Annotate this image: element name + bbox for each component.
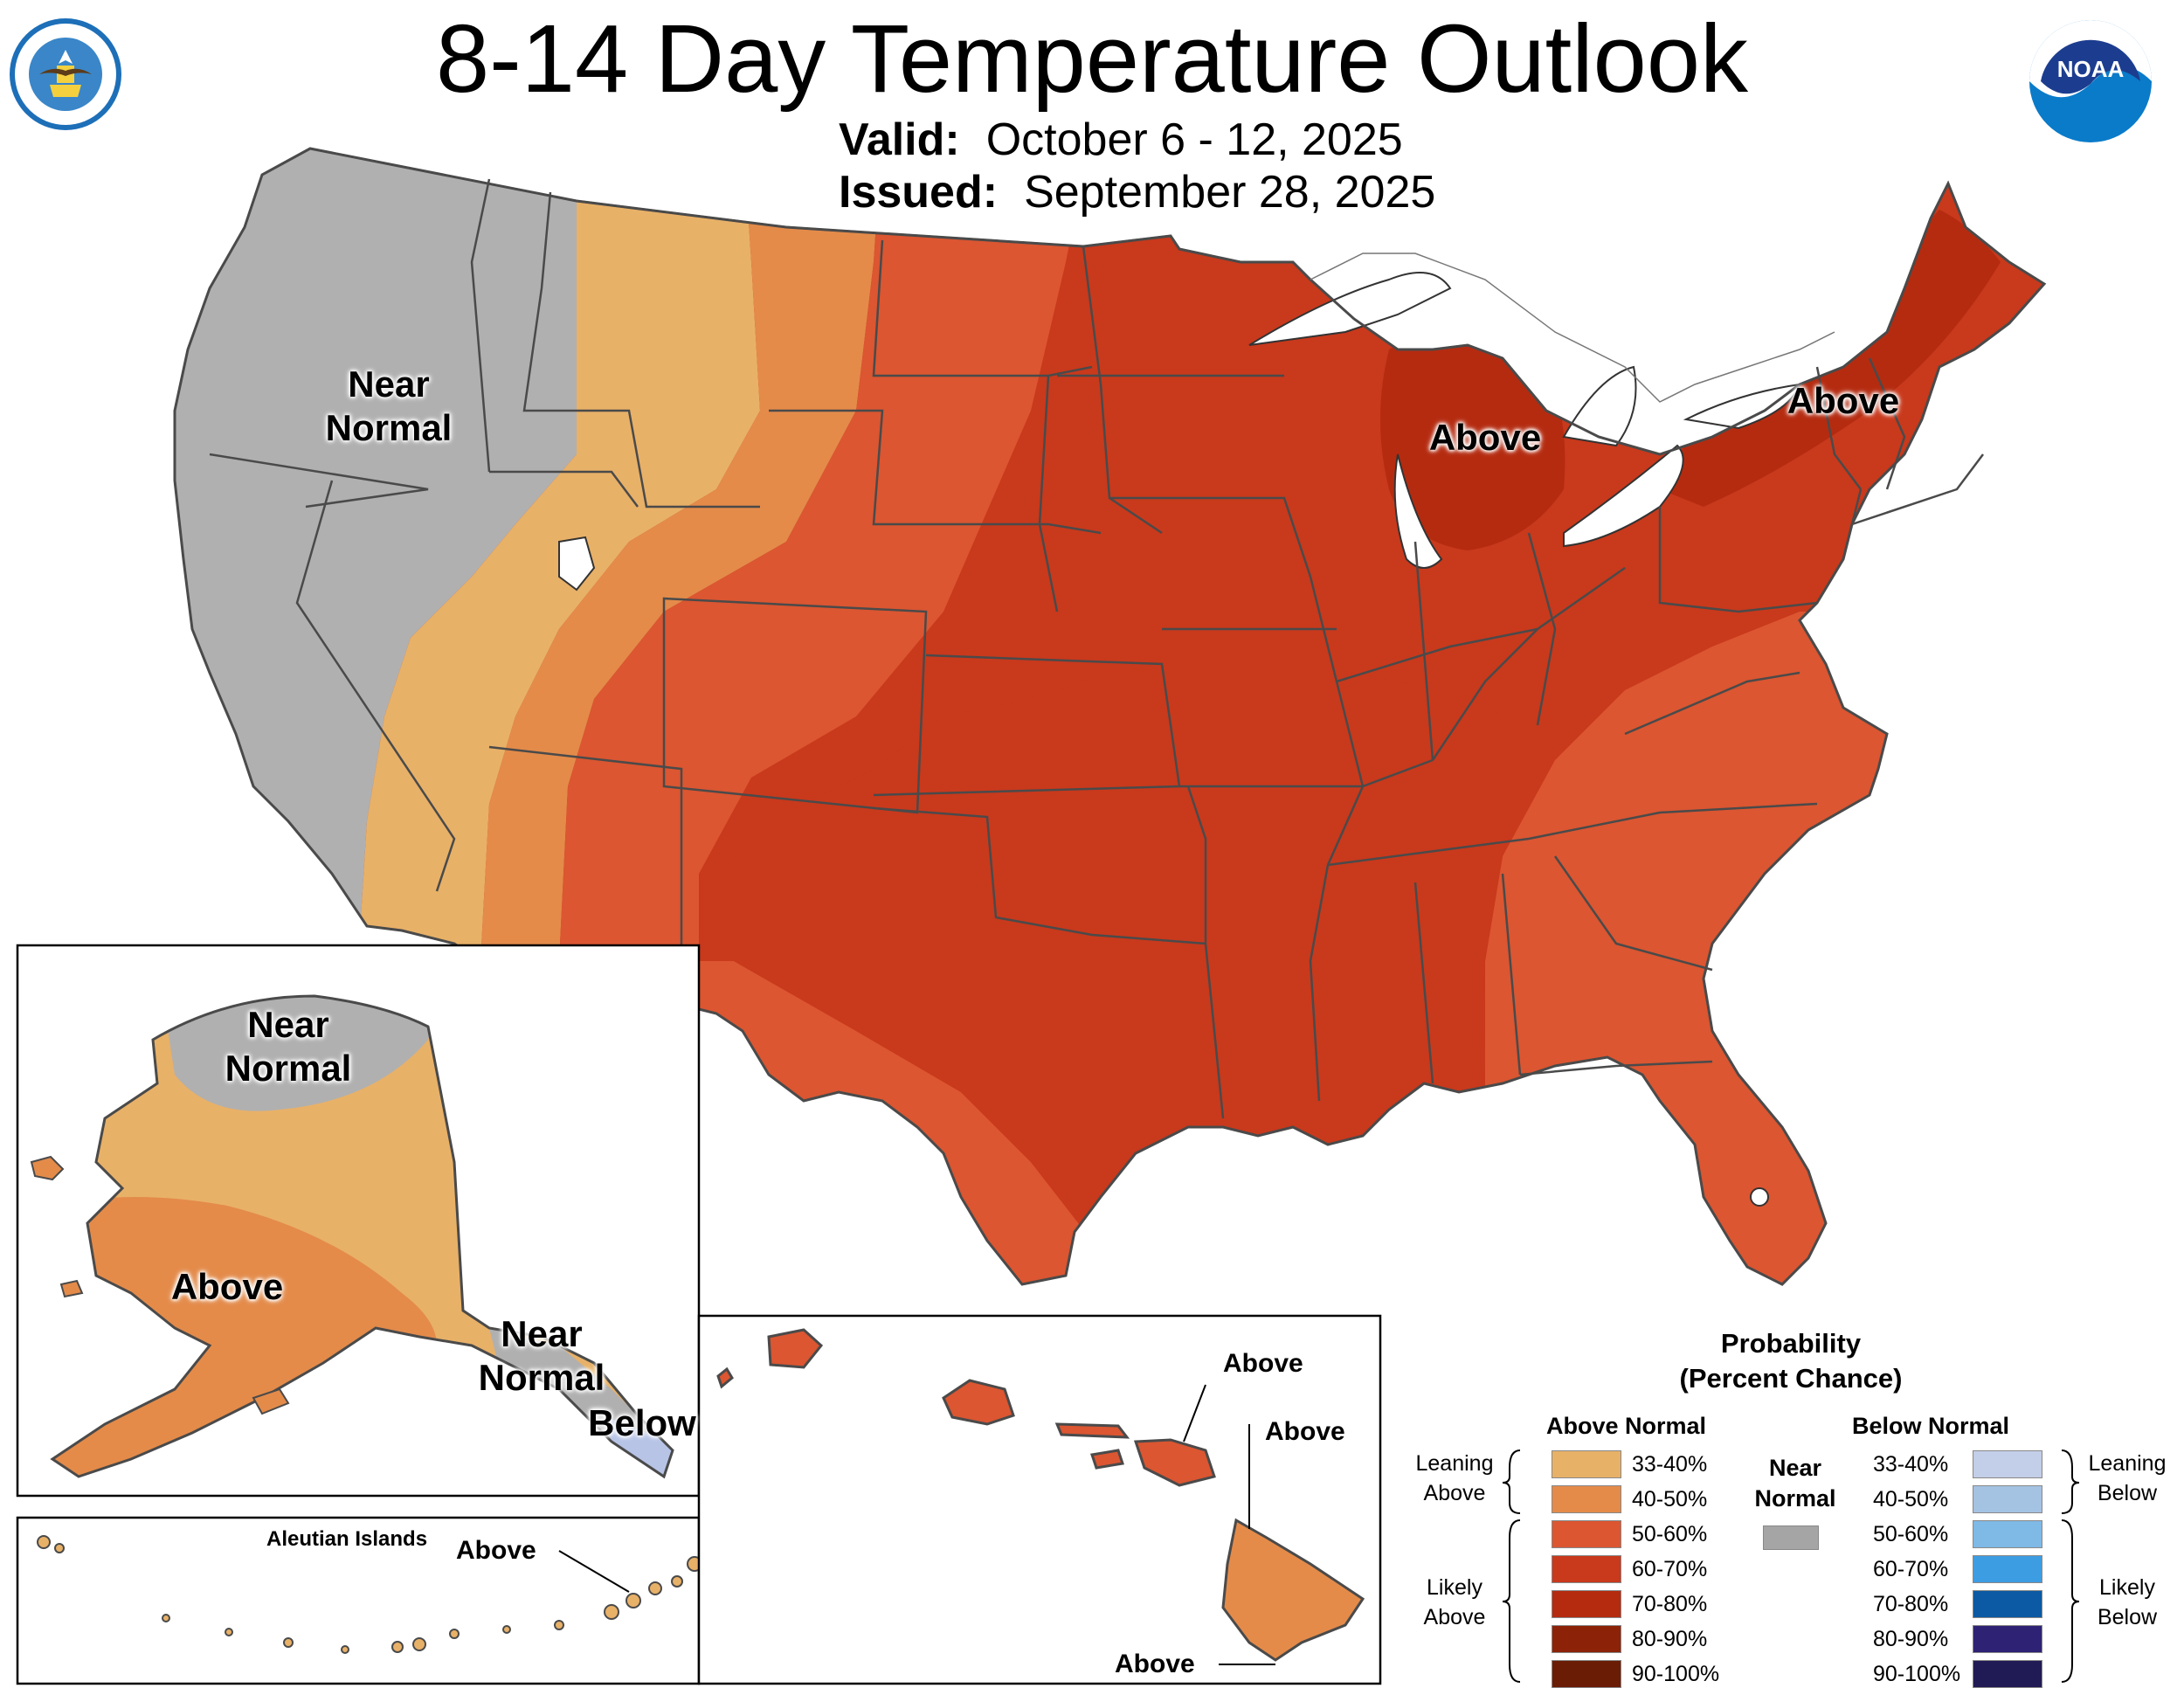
legend-above-range: 80-90% <box>1632 1627 1708 1651</box>
noaa-text: NOAA <box>2057 56 2125 82</box>
legend-above-swatch <box>1552 1555 1621 1583</box>
aleutian-islands-title: Aleutian Islands <box>266 1527 428 1551</box>
legend-below-swatch <box>1973 1590 2042 1618</box>
legend-below-range: 80-90% <box>1873 1627 1949 1651</box>
noaa-logo-icon: NOAA <box>2025 16 2156 151</box>
legend-below-swatch <box>1973 1625 2042 1653</box>
hawaii-maui-label: Above <box>1223 1349 1303 1378</box>
legend-above-range: 90-100% <box>1632 1662 1720 1686</box>
legend-above-swatch <box>1552 1520 1621 1548</box>
valid-label: Valid: <box>839 114 960 165</box>
legend-title-line2: (Percent Chance) <box>1679 1363 1903 1394</box>
alaska-south-label: Above <box>170 1266 284 1307</box>
legend-leaning-below: Leaning Below <box>2088 1451 2167 1505</box>
conus-west-label: Near Normal <box>325 363 453 448</box>
legend: Probability (Percent Chance) Above Norma… <box>1406 1319 2175 1688</box>
legend-below-swatch <box>1973 1450 2042 1478</box>
legend-below-range: 40-50% <box>1873 1487 1949 1512</box>
legend-below-range: 50-60% <box>1873 1522 1949 1546</box>
legend-above-swatch <box>1552 1485 1621 1513</box>
legend-below-range: 90-100% <box>1873 1662 1961 1686</box>
legend-below-header: Below Normal <box>1852 1413 2010 1439</box>
legend-above-swatch <box>1552 1450 1621 1478</box>
valid-value: October 6 - 12, 2025 <box>985 114 1403 165</box>
legend-above-header: Above Normal <box>1546 1413 1707 1439</box>
legend-below-swatch <box>1973 1660 2042 1688</box>
legend-above-swatch <box>1552 1590 1621 1618</box>
legend-below-range: 70-80% <box>1873 1592 1949 1616</box>
issued-label: Issued: <box>839 167 999 218</box>
legend-title-line1: Probability <box>1720 1328 1862 1359</box>
legend-above-range: 33-40% <box>1632 1452 1708 1477</box>
legend-above-range: 40-50% <box>1632 1487 1708 1512</box>
legend-below-swatch <box>1973 1485 2042 1513</box>
legend-below-swatch <box>1973 1555 2042 1583</box>
legend-likely-above: Likely Above <box>1423 1575 1486 1629</box>
legend-near-swatch <box>1763 1525 1819 1550</box>
legend-above-swatch <box>1552 1660 1621 1688</box>
legend-below-swatch <box>1973 1520 2042 1548</box>
legend-near-header: Near Normal <box>1754 1455 1836 1512</box>
conus-northeast-label: Above <box>1787 380 1900 421</box>
legend-above-swatch <box>1552 1625 1621 1653</box>
alaska-panhandle-near-label: Near Normal <box>478 1313 605 1398</box>
legend-below-range: 33-40% <box>1873 1452 1949 1477</box>
department-of-commerce-seal-icon <box>4 13 162 140</box>
valid-date-line: Valid: October 6 - 12, 2025 <box>839 114 1403 166</box>
map-title: 8-14 Day Temperature Outlook <box>435 5 1749 113</box>
hawaii-big-island-ne-label: Above <box>1265 1417 1345 1446</box>
legend-braces <box>1502 1449 2080 1683</box>
alaska-panhandle-below-label: Below <box>588 1402 696 1443</box>
legend-above-range: 50-60% <box>1632 1522 1708 1546</box>
issued-value: September 28, 2025 <box>1024 167 1436 218</box>
legend-above-range: 70-80% <box>1632 1592 1708 1616</box>
issued-date-line: Issued: September 28, 2025 <box>839 166 1435 218</box>
legend-leaning-above: Leaning Above <box>1415 1451 1494 1505</box>
conus-michigan-label: Above <box>1428 417 1542 458</box>
alaska-north-label: Near Normal <box>225 1004 352 1089</box>
hawaii-big-island-south-label: Above <box>1115 1650 1195 1678</box>
legend-above-range: 60-70% <box>1632 1557 1708 1581</box>
aleutian-above-label: Above <box>456 1536 536 1565</box>
legend-likely-below: Likely Below <box>2097 1575 2158 1629</box>
legend-below-range: 60-70% <box>1873 1557 1949 1581</box>
